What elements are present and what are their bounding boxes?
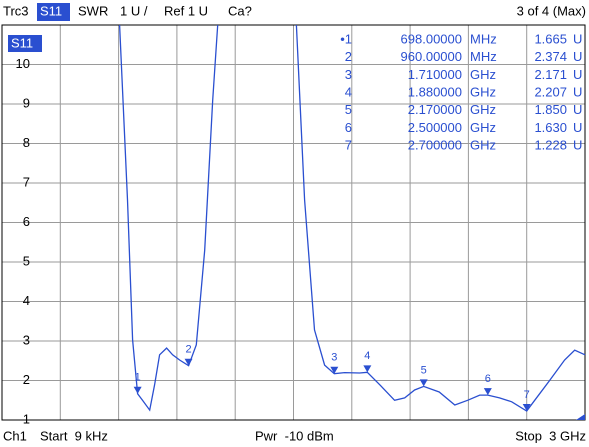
marker bbox=[419, 379, 428, 387]
marker-value-unit: U bbox=[573, 138, 582, 153]
measure: S11 bbox=[40, 3, 62, 18]
marker-label: 6 bbox=[485, 373, 491, 385]
y-tick-label: 10 bbox=[16, 56, 30, 71]
start-freq: Start 9 kHz bbox=[40, 428, 108, 443]
marker-freq-unit: GHz bbox=[470, 102, 496, 117]
measure-highlight bbox=[37, 3, 70, 21]
marker-value-unit: U bbox=[573, 31, 582, 46]
marker-freq: 2.500000 bbox=[408, 120, 462, 135]
channel: Ch1 bbox=[3, 428, 27, 443]
y-tick-label: 5 bbox=[23, 253, 30, 268]
trace-line bbox=[118, 24, 586, 412]
marker-freq-unit: MHz bbox=[470, 31, 497, 46]
marker-freq-unit: GHz bbox=[470, 85, 496, 100]
marker-freq: 2.700000 bbox=[408, 138, 462, 153]
marker-number: 6 bbox=[345, 120, 352, 135]
marker-number: 4 bbox=[345, 85, 352, 100]
marker-freq: 2.170000 bbox=[408, 102, 462, 117]
marker-label: 3 bbox=[331, 352, 337, 364]
trace-count: 3 of 4 (Max) bbox=[517, 3, 586, 18]
marker-value-unit: U bbox=[573, 85, 582, 100]
marker bbox=[483, 388, 492, 396]
marker-value: 2.374 bbox=[534, 49, 567, 64]
marker-freq: 698.00000 bbox=[401, 31, 462, 46]
trace-name: Trc3 bbox=[3, 3, 29, 18]
marker-label: 1 bbox=[135, 372, 141, 384]
stop-freq: Stop 3 GHz bbox=[515, 428, 586, 443]
format: SWR bbox=[78, 3, 108, 18]
marker bbox=[522, 403, 531, 411]
y-tick-label: 6 bbox=[23, 214, 30, 229]
marker-label: 2 bbox=[185, 344, 191, 356]
plot-area: 1 2 3 4 5 6 7 8 9 10 S11 1 •1 698.00000 MHz 1.665 U 2 2 960… bbox=[1, 24, 586, 426]
marker-label: 7 bbox=[524, 389, 530, 401]
marker bbox=[363, 365, 372, 373]
marker bbox=[184, 358, 193, 366]
trace-label-box bbox=[8, 35, 42, 52]
marker-number: •1 bbox=[340, 31, 352, 46]
marker-number: 3 bbox=[345, 67, 352, 82]
marker-freq: 1.710000 bbox=[408, 67, 462, 82]
marker-label: 5 bbox=[421, 364, 427, 376]
y-tick-label: 7 bbox=[23, 174, 30, 189]
marker bbox=[330, 366, 339, 374]
marker-label: 4 bbox=[364, 350, 370, 362]
marker-value: 1.630 bbox=[534, 120, 567, 135]
y-tick-label: 4 bbox=[23, 293, 30, 308]
marker-value-unit: U bbox=[573, 120, 582, 135]
marker-value: 1.665 bbox=[534, 31, 567, 46]
marker-freq-unit: GHz bbox=[470, 120, 496, 135]
marker-value: 1.850 bbox=[534, 102, 567, 117]
y-tick-label: 2 bbox=[23, 372, 30, 387]
cal-status: Ca? bbox=[228, 3, 252, 18]
marker-freq-unit: GHz bbox=[470, 67, 496, 82]
marker-number: 7 bbox=[345, 138, 352, 153]
marker-freq-unit: MHz bbox=[470, 49, 497, 64]
y-tick-label: 8 bbox=[23, 135, 30, 150]
stimulus-indicator bbox=[576, 414, 585, 420]
marker-value-unit: U bbox=[573, 102, 582, 117]
marker-freq: 960.00000 bbox=[401, 49, 462, 64]
power: Pwr -10 dBm bbox=[255, 428, 334, 443]
reference: Ref 1 U bbox=[164, 3, 208, 18]
marker-value: 2.207 bbox=[534, 85, 567, 100]
marker-value: 1.228 bbox=[534, 138, 567, 153]
marker-value-unit: U bbox=[573, 67, 582, 82]
marker-freq-unit: GHz bbox=[470, 138, 496, 153]
y-tick-label: 1 bbox=[23, 411, 30, 426]
scale: 1 U / bbox=[120, 3, 148, 18]
trace-label: S11 bbox=[11, 35, 33, 50]
marker-value-unit: U bbox=[573, 49, 582, 64]
marker bbox=[133, 386, 142, 394]
plot-frame bbox=[1, 24, 586, 421]
marker-freq: 1.880000 bbox=[408, 85, 462, 100]
marker-number: 5 bbox=[345, 102, 352, 117]
marker-value: 2.171 bbox=[534, 67, 567, 82]
marker-number: 2 bbox=[345, 49, 352, 64]
y-tick-label: 3 bbox=[23, 332, 30, 347]
y-tick-label: 9 bbox=[23, 95, 30, 110]
